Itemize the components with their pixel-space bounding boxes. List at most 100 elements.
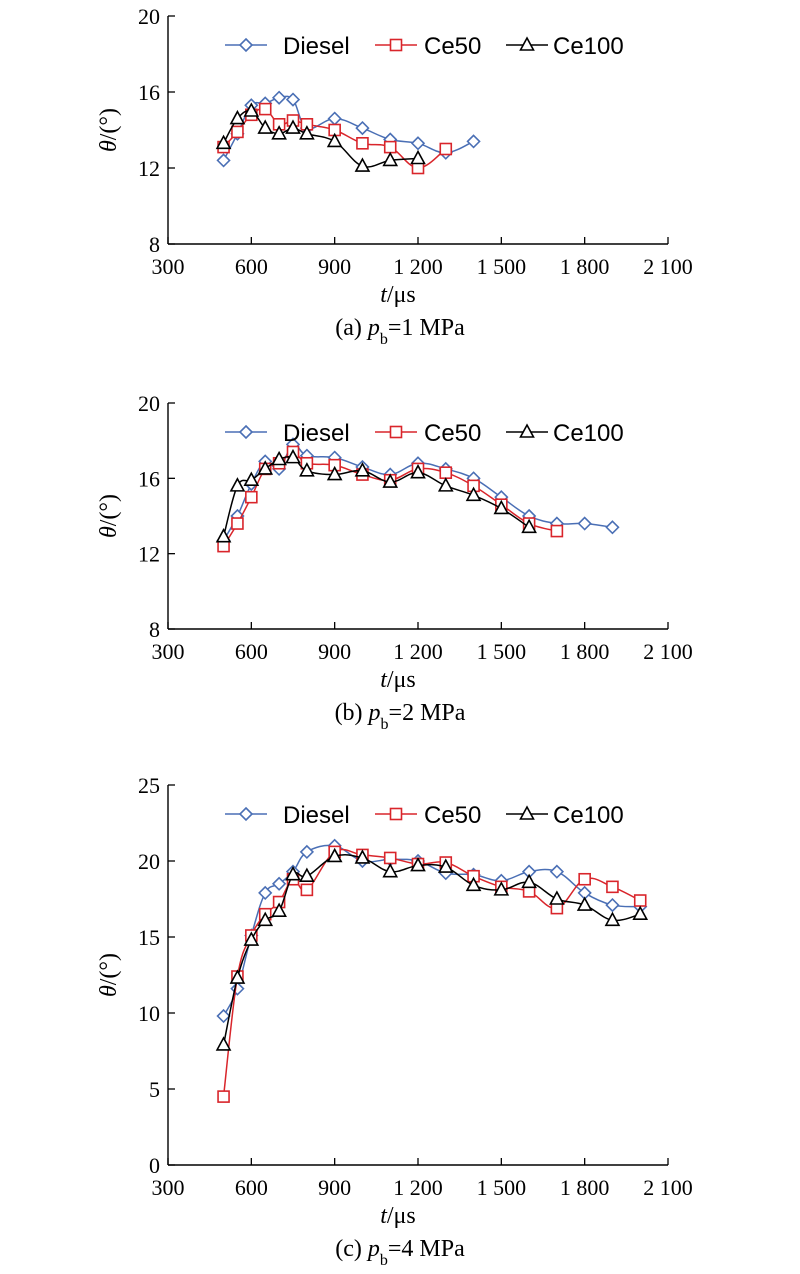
x-tick-label: 300 <box>152 639 185 664</box>
data-point-ce100 <box>604 911 621 927</box>
x-axis-label-unit: /μs <box>387 1203 416 1229</box>
data-point-ce100 <box>493 499 510 515</box>
data-point-ce100 <box>354 849 371 864</box>
data-point-ce100 <box>285 866 301 881</box>
x-axis-label-var: t <box>380 1203 388 1229</box>
y-tick-label: 20 <box>138 4 160 29</box>
data-point-ce100 <box>271 902 287 917</box>
data-point-ce100 <box>382 862 399 878</box>
legend-label-ce100: Ce100 <box>553 33 624 60</box>
data-point-ce50 <box>550 524 564 538</box>
caption-var: p <box>367 700 381 726</box>
data-point-ce50 <box>356 137 369 150</box>
data-point-ce100 <box>521 873 537 889</box>
data-point-ce100 <box>285 448 301 464</box>
legend-label-ce100: Ce100 <box>553 802 624 829</box>
caption-rest: =1 MPa <box>388 315 465 341</box>
y-tick-label: 8 <box>149 232 160 257</box>
x-tick-label: 1 800 <box>560 1175 610 1200</box>
data-point-ce100 <box>299 125 315 140</box>
legend-marker-diesel <box>238 424 254 440</box>
x-tick-label: 900 <box>318 1175 351 1200</box>
panel-a: 8 12 16 20 300 600 900 1 200 1 500 1 800 2 100 t/μs… <box>96 4 693 348</box>
x-tick-label: 2 100 <box>643 1175 693 1200</box>
data-point-diesel <box>285 92 301 107</box>
caption-prefix: (b) <box>335 700 369 726</box>
data-point-ce100 <box>549 890 565 905</box>
data-point-ce50 <box>439 142 453 156</box>
x-tick-label: 1 200 <box>393 254 443 279</box>
legend: Diesel Ce50 Ce100 <box>225 420 624 447</box>
data-point-ce100 <box>299 867 315 883</box>
x-axis-label-var: t <box>380 282 388 308</box>
data-point-ce100 <box>410 464 426 479</box>
panel-b: 8 12 16 20 300 600 900 1 200 1 500 1 800 2 100 t/μs… <box>96 391 693 733</box>
legend-label-diesel: Diesel <box>283 33 350 60</box>
series-line-ce100 <box>222 854 641 1046</box>
legend-label-diesel: Diesel <box>283 420 350 447</box>
data-point-ce100 <box>215 134 232 150</box>
y-axis-label: θ/(°) <box>96 108 122 152</box>
data-point-ce100 <box>257 119 274 134</box>
x-tick-label: 900 <box>318 254 351 279</box>
panel-c: 0 5 10 15 20 25 300 600 900 1 200 1 500 1 800 2 100 t… <box>96 773 693 1269</box>
data-point-ce50 <box>439 466 453 479</box>
data-point-ce100 <box>243 471 260 487</box>
legend-label-ce50: Ce50 <box>424 420 481 447</box>
data-point-ce100 <box>257 460 274 475</box>
series-ce100 <box>215 102 426 172</box>
x-tick-label: 300 <box>152 254 185 279</box>
y-axis-label-var: θ <box>96 985 122 997</box>
series-line-diesel <box>222 844 641 1017</box>
caption-prefix: (c) <box>335 1236 368 1262</box>
y-tick-label: 20 <box>138 391 160 416</box>
x-tick-label: 1 200 <box>393 1175 443 1200</box>
data-point-ce50 <box>578 872 591 886</box>
data-point-ce50 <box>245 490 258 504</box>
data-point-diesel <box>258 885 273 901</box>
y-tick-label: 16 <box>138 466 160 491</box>
data-point-ce50 <box>231 517 244 530</box>
data-point-ce100 <box>465 486 482 502</box>
y-tick-label: 8 <box>149 617 160 642</box>
data-point-diesel <box>216 153 231 168</box>
legend-marker-diesel <box>238 806 254 822</box>
x-axis-label: t/μs <box>380 282 416 308</box>
x-tick-label: 1 200 <box>393 639 443 664</box>
caption-prefix: (a) <box>335 315 368 341</box>
data-point-ce100 <box>410 149 426 165</box>
y-axis-label: θ/(°) <box>96 953 122 997</box>
data-point-ce50 <box>217 1090 230 1103</box>
x-axis-label: t/μs <box>380 667 416 693</box>
legend-label-ce100: Ce100 <box>553 420 624 447</box>
y-tick-label: 12 <box>138 156 160 181</box>
x-tick-label: 2 100 <box>643 254 693 279</box>
data-point-ce100 <box>382 151 399 167</box>
x-tick-label: 600 <box>235 639 268 664</box>
data-point-diesel <box>216 1008 231 1024</box>
legend-marker-diesel <box>238 37 254 53</box>
x-tick-label: 900 <box>318 639 351 664</box>
y-axis-label-unit: /(°) <box>96 108 122 140</box>
data-point-ce100 <box>271 450 287 466</box>
y-axis-label-var: θ <box>96 526 122 538</box>
x-tick-label: 600 <box>235 254 268 279</box>
data-point-ce100 <box>229 477 246 492</box>
data-point-ce100 <box>410 856 426 872</box>
data-point-ce100 <box>215 528 232 543</box>
legend-marker-ce100 <box>519 36 535 51</box>
data-point-ce100 <box>437 477 454 492</box>
x-tick-label: 2 100 <box>643 639 693 664</box>
x-axis-label-unit: /μs <box>387 282 416 308</box>
data-point-ce50 <box>383 851 397 865</box>
data-point-ce100 <box>215 1036 232 1051</box>
data-point-ce100 <box>257 911 274 927</box>
y-axis-label-unit: /(°) <box>96 953 122 985</box>
caption-var: p <box>366 1236 380 1262</box>
x-axis-label-unit: /μs <box>387 667 416 693</box>
data-point-ce100 <box>632 905 649 921</box>
data-point-diesel <box>577 516 592 531</box>
legend-label-ce50: Ce50 <box>424 33 481 60</box>
data-point-ce100 <box>326 847 343 863</box>
